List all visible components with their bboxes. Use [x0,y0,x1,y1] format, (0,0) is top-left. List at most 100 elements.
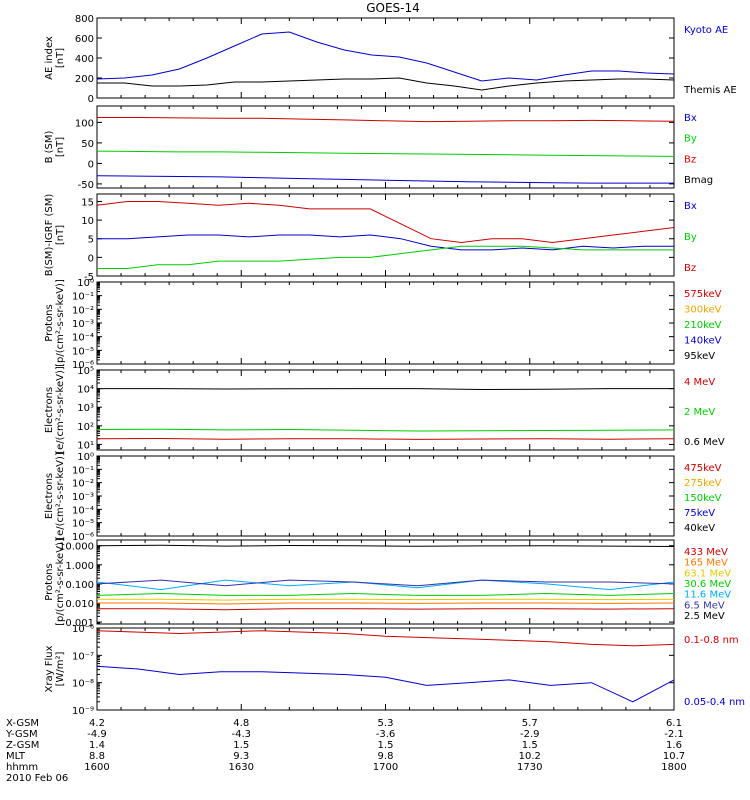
y-axis-label: Electrons[e/(cm²-s-sr-keV)] [44,452,66,540]
y-tick-label: 0.010 [65,599,94,610]
panel-5: 10¹ 10² 10³ 10⁴ 10⁵ Electrons[e/(cm²-s-sr-keV… [44,366,725,454]
axis-tick-value: 5.3 [378,718,394,729]
panel-3: -5 0 5 10 15 B(SM)-IGRF (SM)[nT] Bx By Bz [44,193,697,283]
axis-row-label: hhmm [6,762,38,773]
legend-item: By [684,134,697,145]
legend-item: 30.6 MeV [684,579,731,590]
series-line-bx [97,234,674,251]
y-tick-label: 1.000 [65,561,94,572]
legend-item: 433 MeV [684,547,728,558]
y-tick-label: 5 [88,235,94,246]
legend-item: 150keV [684,493,722,504]
y-tick-label: 0.100 [65,580,94,591]
y-axis-label-line: [p/(cm²-s-sr-keV)] [55,538,66,626]
axis-tick-value: -2.1 [664,729,684,740]
legend-item: 75keV [684,508,715,519]
y-axis-label-line: [p/(cm²-s-sr-keV)] [55,279,66,367]
legend-item: 0.6 MeV [684,437,725,448]
y-axis-label-line: Electrons [44,473,55,519]
panel-4: 10⁻⁶ 10⁻⁵ 10⁻⁴ 10⁻³ 10⁻² 10⁻¹ 10⁰ Protons[p/(cm… [44,278,722,371]
axis-tick-value: 10.7 [663,751,685,762]
y-tick-label: 10⁻¹ [72,465,94,476]
y-tick-label: 10⁻⁵ [72,519,94,530]
series-line-4-mev [96,437,675,440]
series-line-2-mev [96,428,675,432]
panel-frame [96,281,675,365]
axis-tick-value: 1.4 [89,740,105,751]
y-tick-label: 15 [81,197,94,208]
axis-tick-value: 10.2 [519,751,541,762]
axis-tick-value: 1.5 [378,740,394,751]
y-axis-label: AE index[nT] [44,36,66,80]
panel-2: -50 0 50 100 B (SM)[nT] Bx By Bz Bmag [44,105,713,191]
legend-item: 475keV [684,463,722,474]
series-line-2-5-mev [96,544,675,547]
y-tick-label: 800 [75,14,94,25]
axis-tick-value: -3.6 [376,729,396,740]
y-tick-label: 100 [75,118,94,129]
y-axis-label-line: [e/(cm²-s-sr-keV)] [55,366,66,454]
axis-tick-value: 9.3 [233,751,249,762]
legend-item: 300keV [684,305,722,316]
legend-item: 40keV [684,523,715,534]
series-line-themis-ae [97,77,675,91]
y-axis-label-line: [nT] [55,48,66,68]
axis-tick-value: 1.5 [233,740,249,751]
y-tick-label: 10¹ [77,440,94,451]
axis-tick-value: 4.8 [233,718,249,729]
series-line-6-5-mev [96,579,675,587]
axis-tick-value: 1.5 [522,740,538,751]
legend-item: Bz [684,154,696,165]
y-axis-label-line: Protons [44,304,55,341]
y-tick-label: 400 [75,54,94,65]
panel-frame [96,455,675,537]
y-axis-label-line: B (SM) [44,130,55,163]
y-tick-label: 10⁻⁴ [72,505,94,516]
legend-item: 63.1 MeV [684,568,731,579]
y-axis-label-line: Electrons [44,387,55,433]
axis-tick-value: 1600 [84,762,109,773]
series-line-63-1-mev [97,598,675,601]
panel-1: 0 200 400 600 800 AE index[nT] Kyoto AE Themis … [44,14,737,105]
y-tick-label: 10⁵ [77,366,94,377]
series-line-0-05-0-4-nm [96,665,675,703]
y-tick-label: 10⁻⁶ [72,360,94,371]
axis-tick-value: 8.8 [89,751,105,762]
y-tick-label: 0 [88,94,94,105]
y-tick-label: 10⁴ [77,385,94,396]
legend-item: Themis AE [683,85,737,96]
legend-item: 275keV [684,478,722,489]
y-tick-label: 50 [81,139,94,150]
y-tick-label: 10⁻³ [72,492,94,503]
y-tick-label: 10⁻⁴ [72,333,94,344]
panel-frame [96,627,675,711]
axis-tick-value: -4.9 [87,729,107,740]
legend-item: 4 MeV [684,377,715,388]
axis-tick-value: -2.9 [520,729,540,740]
axis-tick-value: 1630 [229,762,254,773]
y-tick-label: 10⁻¹ [72,292,94,303]
legend-item: By [684,232,697,243]
y-tick-label: 10⁻⁵ [72,346,94,357]
y-axis-label-line: [e/(cm²-s-sr-keV)] [55,452,66,540]
y-tick-label: 10.000 [59,542,94,553]
y-axis-label-line: [nT] [55,225,66,245]
series-line-0-1-0-8-nm [96,630,675,647]
axis-tick-value: 1730 [517,762,542,773]
axis-row-label: Z-GSM [6,740,39,751]
series-line-bz [96,201,675,244]
legend-item: 575keV [684,289,722,300]
y-tick-label: 0 [88,159,94,170]
legend-item: 0.05-0.4 nm [684,697,745,708]
series-line-11-6-mev [96,579,675,591]
legend-item: 0.1-0.8 nm [684,635,739,646]
y-tick-label: 10⁰ [77,452,94,463]
axis-tick-value: 1.6 [666,740,682,751]
legend-item: Bmag [684,175,713,186]
legend-item: 2.5 MeV [684,611,725,622]
legend-item: 95keV [684,351,715,362]
y-axis-label-line: [W/m²] [55,651,66,686]
legend-item: 11.6 MeV [684,590,731,601]
